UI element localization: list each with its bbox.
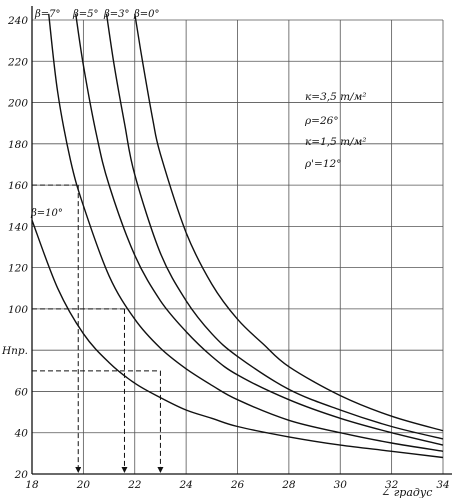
- y-tick-label: 200: [7, 98, 28, 110]
- parameter-annotation: ρ=26°: [304, 115, 339, 127]
- x-axis-label: ∠ градус: [381, 486, 432, 498]
- y-tick-label: 60: [15, 386, 29, 398]
- x-tick-label: 34: [436, 479, 449, 491]
- curve-label: β=7°: [34, 9, 61, 20]
- x-tick-label: 32: [385, 479, 399, 491]
- curve-label: β=5°: [72, 9, 99, 20]
- guide-lines: [32, 184, 164, 473]
- curve-label: β=10°: [30, 208, 63, 219]
- y-tick-label: Нпр.: [1, 345, 28, 357]
- y-tick-label: 100: [8, 304, 28, 316]
- curve-labels: β=10° β=7° β=5° β=3° β=0°: [30, 9, 160, 219]
- x-tick-label: 28: [281, 479, 296, 491]
- parameter-annotation: к=3,5 т/м²: [305, 91, 367, 103]
- y-tick-label: 180: [8, 139, 28, 151]
- x-tick-label: 20: [76, 479, 91, 491]
- y-tick-label: 20: [14, 469, 29, 481]
- y-tick-label: 120: [8, 263, 28, 275]
- x-tick-label: 24: [178, 479, 192, 491]
- y-tick-label: 140: [8, 221, 28, 233]
- grid-lines: [31, 19, 444, 475]
- curve-label: β=0°: [133, 9, 160, 20]
- curve-β=10°: [31, 219, 444, 459]
- y-tick-label: 220: [7, 56, 28, 68]
- x-tick-label: 22: [127, 479, 142, 491]
- x-tick-label: 30: [334, 479, 348, 491]
- parameter-annotation: ρ'=12°: [304, 158, 341, 170]
- y-tick-label: 40: [14, 428, 29, 440]
- curve-β=7°: [48, 13, 444, 452]
- tick-labels: 18 20 22 24 26 28 30 32 34204060Нпр.100120140160…: [1, 15, 450, 491]
- axes: [31, 6, 452, 475]
- curve-label: β=3°: [103, 9, 130, 20]
- x-tick-label: 18: [25, 479, 39, 491]
- y-tick-label: 240: [7, 15, 28, 27]
- x-tick-label: 26: [230, 479, 245, 491]
- curve-β=0°: [134, 13, 444, 432]
- curves: [31, 13, 444, 459]
- curve-β=3°: [105, 13, 444, 440]
- y-tick-label: 160: [8, 180, 28, 192]
- curve-β=5°: [75, 13, 444, 446]
- annotations: к=3,5 т/м² ρ=26° к=1,5 т/м² ρ'=12°: [304, 91, 367, 170]
- parameter-annotation: к=1,5 т/м²: [305, 136, 367, 148]
